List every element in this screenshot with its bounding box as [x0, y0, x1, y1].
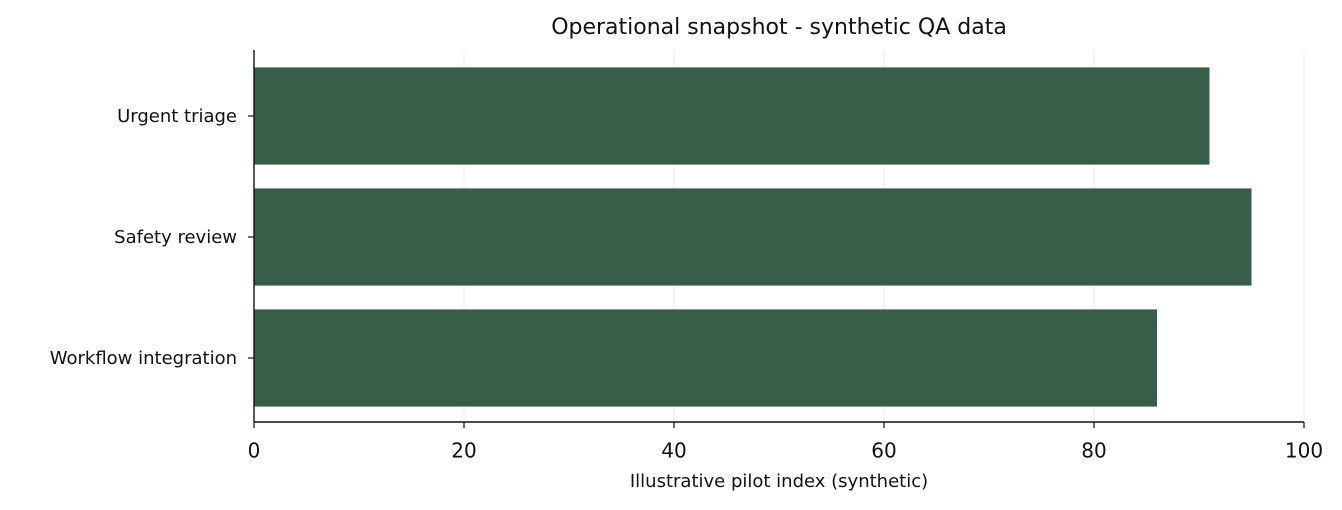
bar	[254, 309, 1157, 407]
y-tick-label: Urgent triage	[117, 106, 237, 127]
x-tick-label: 0	[248, 439, 261, 463]
bar	[254, 67, 1210, 165]
x-tick-label: 40	[661, 439, 686, 463]
x-tick-label: 60	[871, 439, 896, 463]
x-tick-label: 80	[1081, 439, 1106, 463]
x-tick-label: 100	[1285, 439, 1323, 463]
y-tick-label: Safety review	[114, 227, 237, 248]
x-axis-label: Illustrative pilot index (synthetic)	[630, 471, 928, 492]
chart-title: Operational snapshot - synthetic QA data	[551, 15, 1007, 40]
y-tick-label: Workflow integration	[50, 348, 237, 369]
bar	[254, 188, 1252, 286]
x-tick-label: 20	[451, 439, 476, 463]
